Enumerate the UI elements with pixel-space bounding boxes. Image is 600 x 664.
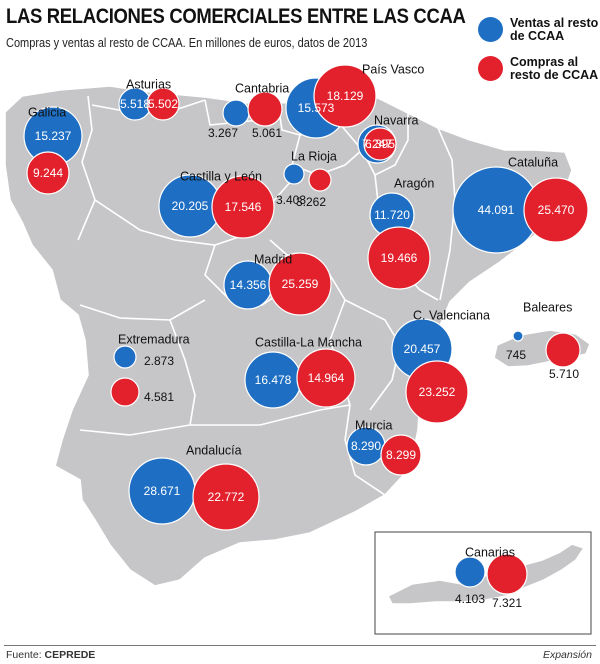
region-label-andalucia: Andalucía — [186, 443, 242, 457]
value-compras-castilla-y-leon: 17.546 — [225, 200, 262, 214]
value-compras-madrid: 25.259 — [282, 277, 319, 291]
bubble-compras-cataluna — [523, 177, 589, 243]
page-title: LAS RELACIONES COMERCIALES ENTRE LAS CCA… — [6, 4, 466, 28]
value-compras-cataluna: 25.470 — [538, 203, 575, 217]
bubble-compras-castilla-la-mancha — [296, 348, 356, 408]
value-ventas-baleares: 745 — [506, 348, 526, 362]
value-ventas-madrid: 14.356 — [230, 278, 267, 292]
value-ventas-andalucia: 28.671 — [144, 484, 181, 498]
canarias-inset-frame — [374, 531, 592, 635]
region-label-la-rioja: La Rioja — [291, 149, 337, 163]
bubble-ventas-cantabria — [222, 99, 250, 127]
value-compras-baleares: 5.710 — [549, 367, 579, 381]
region-label-c-valenciana: C. Valenciana — [413, 308, 490, 322]
bubble-compras-madrid — [268, 252, 332, 316]
value-compras-c-valenciana: 23.252 — [419, 385, 456, 399]
value-compras-cantabria: 5.061 — [252, 126, 282, 140]
page-subtitle: Compras y ventas al resto de CCAA. En mi… — [6, 36, 368, 50]
bubble-ventas-baleares — [512, 330, 524, 342]
region-label-cataluna: Cataluña — [508, 155, 558, 169]
bubble-compras-extremadura — [110, 377, 140, 407]
value-ventas-extremadura: 2.873 — [144, 354, 174, 368]
legend-compras-label: Compras al resto de CCAA — [510, 55, 599, 82]
bubble-ventas-la-rioja — [283, 163, 305, 185]
bubble-compras-andalucia — [192, 463, 260, 531]
bubble-compras-murcia — [380, 434, 422, 476]
bubble-ventas-canarias — [454, 556, 486, 588]
bubble-compras-galicia — [26, 151, 70, 195]
region-label-galicia: Galicia — [28, 105, 66, 119]
value-compras-extremadura: 4.581 — [144, 390, 174, 404]
region-label-navarra: Navarra — [374, 113, 419, 127]
value-compras-andalucia: 22.772 — [208, 490, 245, 504]
value-compras-asturias: 5.502 — [148, 97, 178, 111]
bubble-compras-aragon — [367, 226, 431, 290]
bubble-compras-la-rioja — [308, 168, 332, 192]
region-label-canarias: Canarias — [465, 545, 515, 559]
value-ventas-canarias: 4.103 — [455, 592, 485, 606]
bubble-compras-baleares — [545, 332, 581, 368]
bubble-ventas-extremadura — [113, 345, 137, 369]
value-ventas-c-valenciana: 20.457 — [404, 342, 441, 356]
region-label-madrid: Madrid — [254, 252, 292, 266]
value-compras-aragon: 19.466 — [381, 251, 418, 265]
value-compras-pais-vasco: 18.129 — [327, 89, 364, 103]
region-label-extremadura: Extremadura — [118, 332, 190, 346]
footer-source: Fuente: CEPREDE — [6, 649, 95, 661]
value-ventas-asturias: 5.518 — [120, 97, 150, 111]
region-label-asturias: Asturias — [126, 77, 171, 91]
bubble-compras-canarias — [486, 553, 528, 595]
value-compras-galicia: 9.244 — [33, 166, 63, 180]
value-ventas-cantabria: 3.267 — [208, 126, 238, 140]
footer-source-name: CEPREDE — [44, 649, 96, 661]
region-label-baleares: Baleares — [523, 300, 572, 314]
legend-ventas-label: Ventas al resto de CCAA — [510, 16, 599, 43]
value-ventas-pais-vasco: 15.573 — [298, 101, 335, 115]
region-label-aragon: Aragón — [394, 176, 434, 190]
value-ventas-cataluna: 44.091 — [478, 203, 515, 217]
value-ventas-castilla-y-leon: 20.205 — [172, 199, 209, 213]
bubble-compras-c-valenciana — [405, 360, 469, 424]
footer-credit: Expansión — [542, 649, 592, 661]
value-compras-la-rioja: 3.262 — [296, 195, 326, 209]
region-label-pais-vasco: País Vasco — [362, 62, 424, 76]
legend-item-compras: Compras al resto de CCAA — [478, 56, 600, 82]
footer-divider — [4, 645, 596, 646]
value-ventas-murcia: 8.290 — [351, 439, 381, 453]
value-compras-canarias: 7.321 — [492, 596, 522, 610]
value-ventas-navarra: 7.247 — [362, 137, 392, 151]
value-ventas-galicia: 15.237 — [35, 129, 72, 143]
bubble-layer — [23, 64, 589, 595]
value-ventas-castilla-la-mancha: 16.478 — [255, 373, 292, 387]
region-label-murcia: Murcia — [355, 418, 393, 432]
bubble-compras-navarra — [363, 127, 397, 161]
value-ventas-aragon: 11.720 — [374, 208, 410, 222]
legend-compras-swatch — [478, 56, 503, 81]
bubble-compras-pais-vasco — [313, 64, 377, 128]
footer-source-label: Fuente: — [6, 649, 42, 661]
bubble-compras-castilla-y-leon — [211, 175, 275, 239]
value-compras-murcia: 8.299 — [386, 448, 416, 462]
region-label-cantabria: Cantabria — [235, 81, 289, 95]
value-compras-castilla-la-mancha: 14.964 — [308, 371, 345, 385]
value-ventas-la-rioja: 3.403 — [276, 193, 306, 207]
legend-item-ventas: Ventas al resto de CCAA — [478, 17, 600, 43]
region-label-castilla-la-mancha: Castilla-La Mancha — [255, 335, 362, 349]
region-label-castilla-y-leon: Castilla y León — [180, 169, 262, 183]
bubble-compras-cantabria — [247, 91, 283, 127]
legend-ventas-swatch — [478, 17, 503, 42]
bubble-compras-asturias — [146, 87, 180, 121]
value-compras-navarra: 6.395 — [365, 137, 395, 151]
